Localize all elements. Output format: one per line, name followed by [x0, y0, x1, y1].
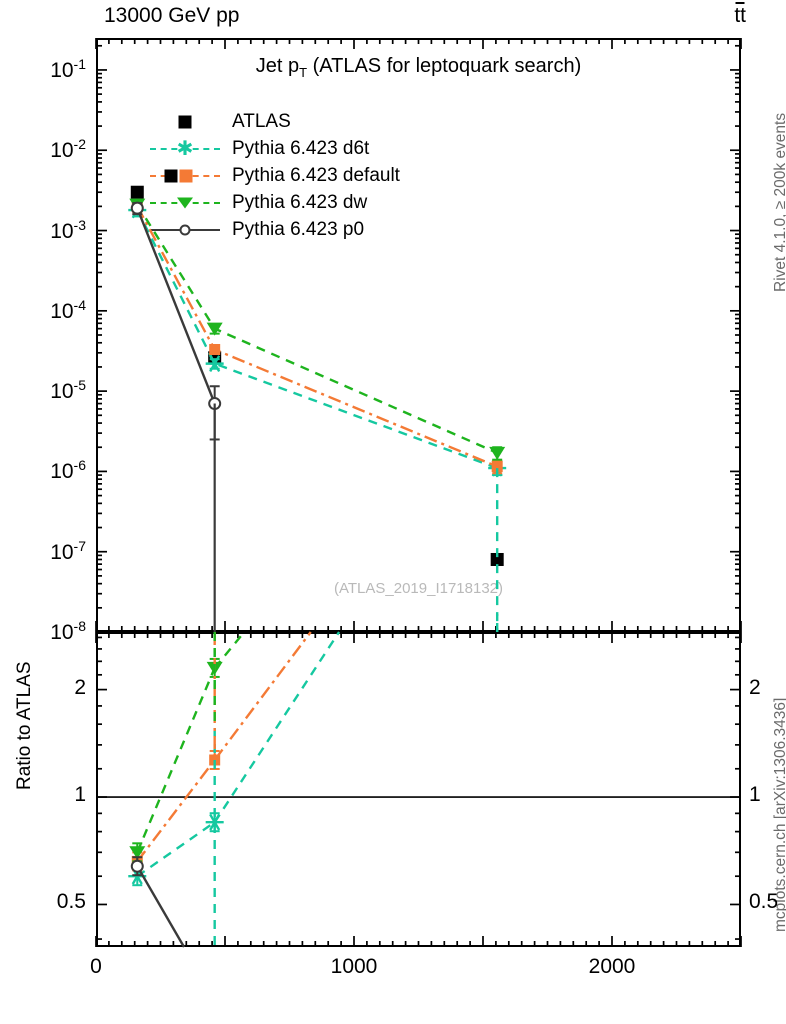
legend: ATLAS ✱ Pythia 6.423 d6t Pythia 6.423 de…	[150, 108, 400, 243]
dashed-line-icon	[150, 147, 220, 150]
y-axis-tick-label: 10-6	[50, 457, 86, 484]
process-text: tt	[734, 4, 746, 27]
legend-key-dw	[150, 191, 220, 215]
triangle-down-marker-icon	[177, 197, 193, 208]
title-rest: (ATLAS for leptoquark search)	[307, 55, 582, 77]
legend-key-p0	[150, 218, 220, 242]
legend-item-atlas[interactable]: ATLAS	[150, 108, 400, 135]
ratio-plot-frame	[96, 632, 741, 947]
title-subscript: T	[299, 65, 308, 80]
legend-label: Pythia 6.423 default	[232, 164, 400, 186]
legend-item-default[interactable]: Pythia 6.423 default	[150, 162, 400, 189]
rivet-version-label: Rivet 4.1.0, ≥ 200k events	[772, 112, 786, 292]
ratio-tick-label-right: 0.5	[749, 890, 779, 914]
legend-key-atlas	[150, 110, 220, 134]
legend-item-dw[interactable]: Pythia 6.423 dw	[150, 189, 400, 216]
overline-bar	[735, 2, 745, 4]
y-axis-tick-label: 10-5	[50, 377, 86, 404]
ratio-tick-label-right: 1	[749, 783, 761, 807]
y-axis-tick-label: 10-1	[50, 55, 86, 82]
legend-label: Pythia 6.423 dw	[232, 191, 368, 213]
page-title: Jet pT (ATLAS for leptoquark search)	[96, 55, 741, 80]
ratio-tick-label-right: 2	[749, 675, 761, 699]
legend-item-p0[interactable]: Pythia 6.423 p0	[150, 216, 400, 243]
legend-key-d6t: ✱	[150, 137, 220, 161]
x-axis-tick-label: 0	[90, 955, 102, 978]
x-axis-tick-label: 2000	[588, 955, 636, 978]
star-marker-icon: ✱	[176, 137, 194, 160]
legend-key-default	[150, 164, 220, 188]
ratio-tick-label-left: 2	[74, 675, 86, 699]
circle-open-marker-icon	[179, 224, 191, 235]
square-marker-orange-icon	[179, 169, 193, 182]
beam-energy-label: 13000 GeV pp	[104, 4, 240, 27]
y-axis-tick-label: 10-7	[50, 537, 86, 564]
title-main: Jet p	[255, 55, 300, 77]
legend-item-d6t[interactable]: ✱ Pythia 6.423 d6t	[150, 135, 400, 162]
legend-label: ATLAS	[232, 110, 291, 132]
ratio-tick-label-left: 0.5	[56, 890, 86, 914]
analysis-id-watermark: (ATLAS_2019_I1718132)	[333, 580, 503, 597]
y-axis-tick-label: 10-8	[50, 618, 86, 644]
process-label: tt	[734, 2, 746, 28]
square-marker-icon	[164, 169, 178, 182]
legend-label: Pythia 6.423 d6t	[232, 137, 370, 159]
y-axis-tick-label: 10-4	[50, 296, 86, 323]
x-axis-tick-label: 1000	[330, 955, 378, 978]
legend-label: Pythia 6.423 p0	[232, 218, 365, 240]
ratio-tick-label-left: 1	[74, 783, 86, 807]
y-axis-tick-label: 10-3	[50, 216, 86, 243]
y-axis-tick-label: 10-2	[50, 136, 86, 163]
square-marker-icon	[178, 115, 192, 128]
